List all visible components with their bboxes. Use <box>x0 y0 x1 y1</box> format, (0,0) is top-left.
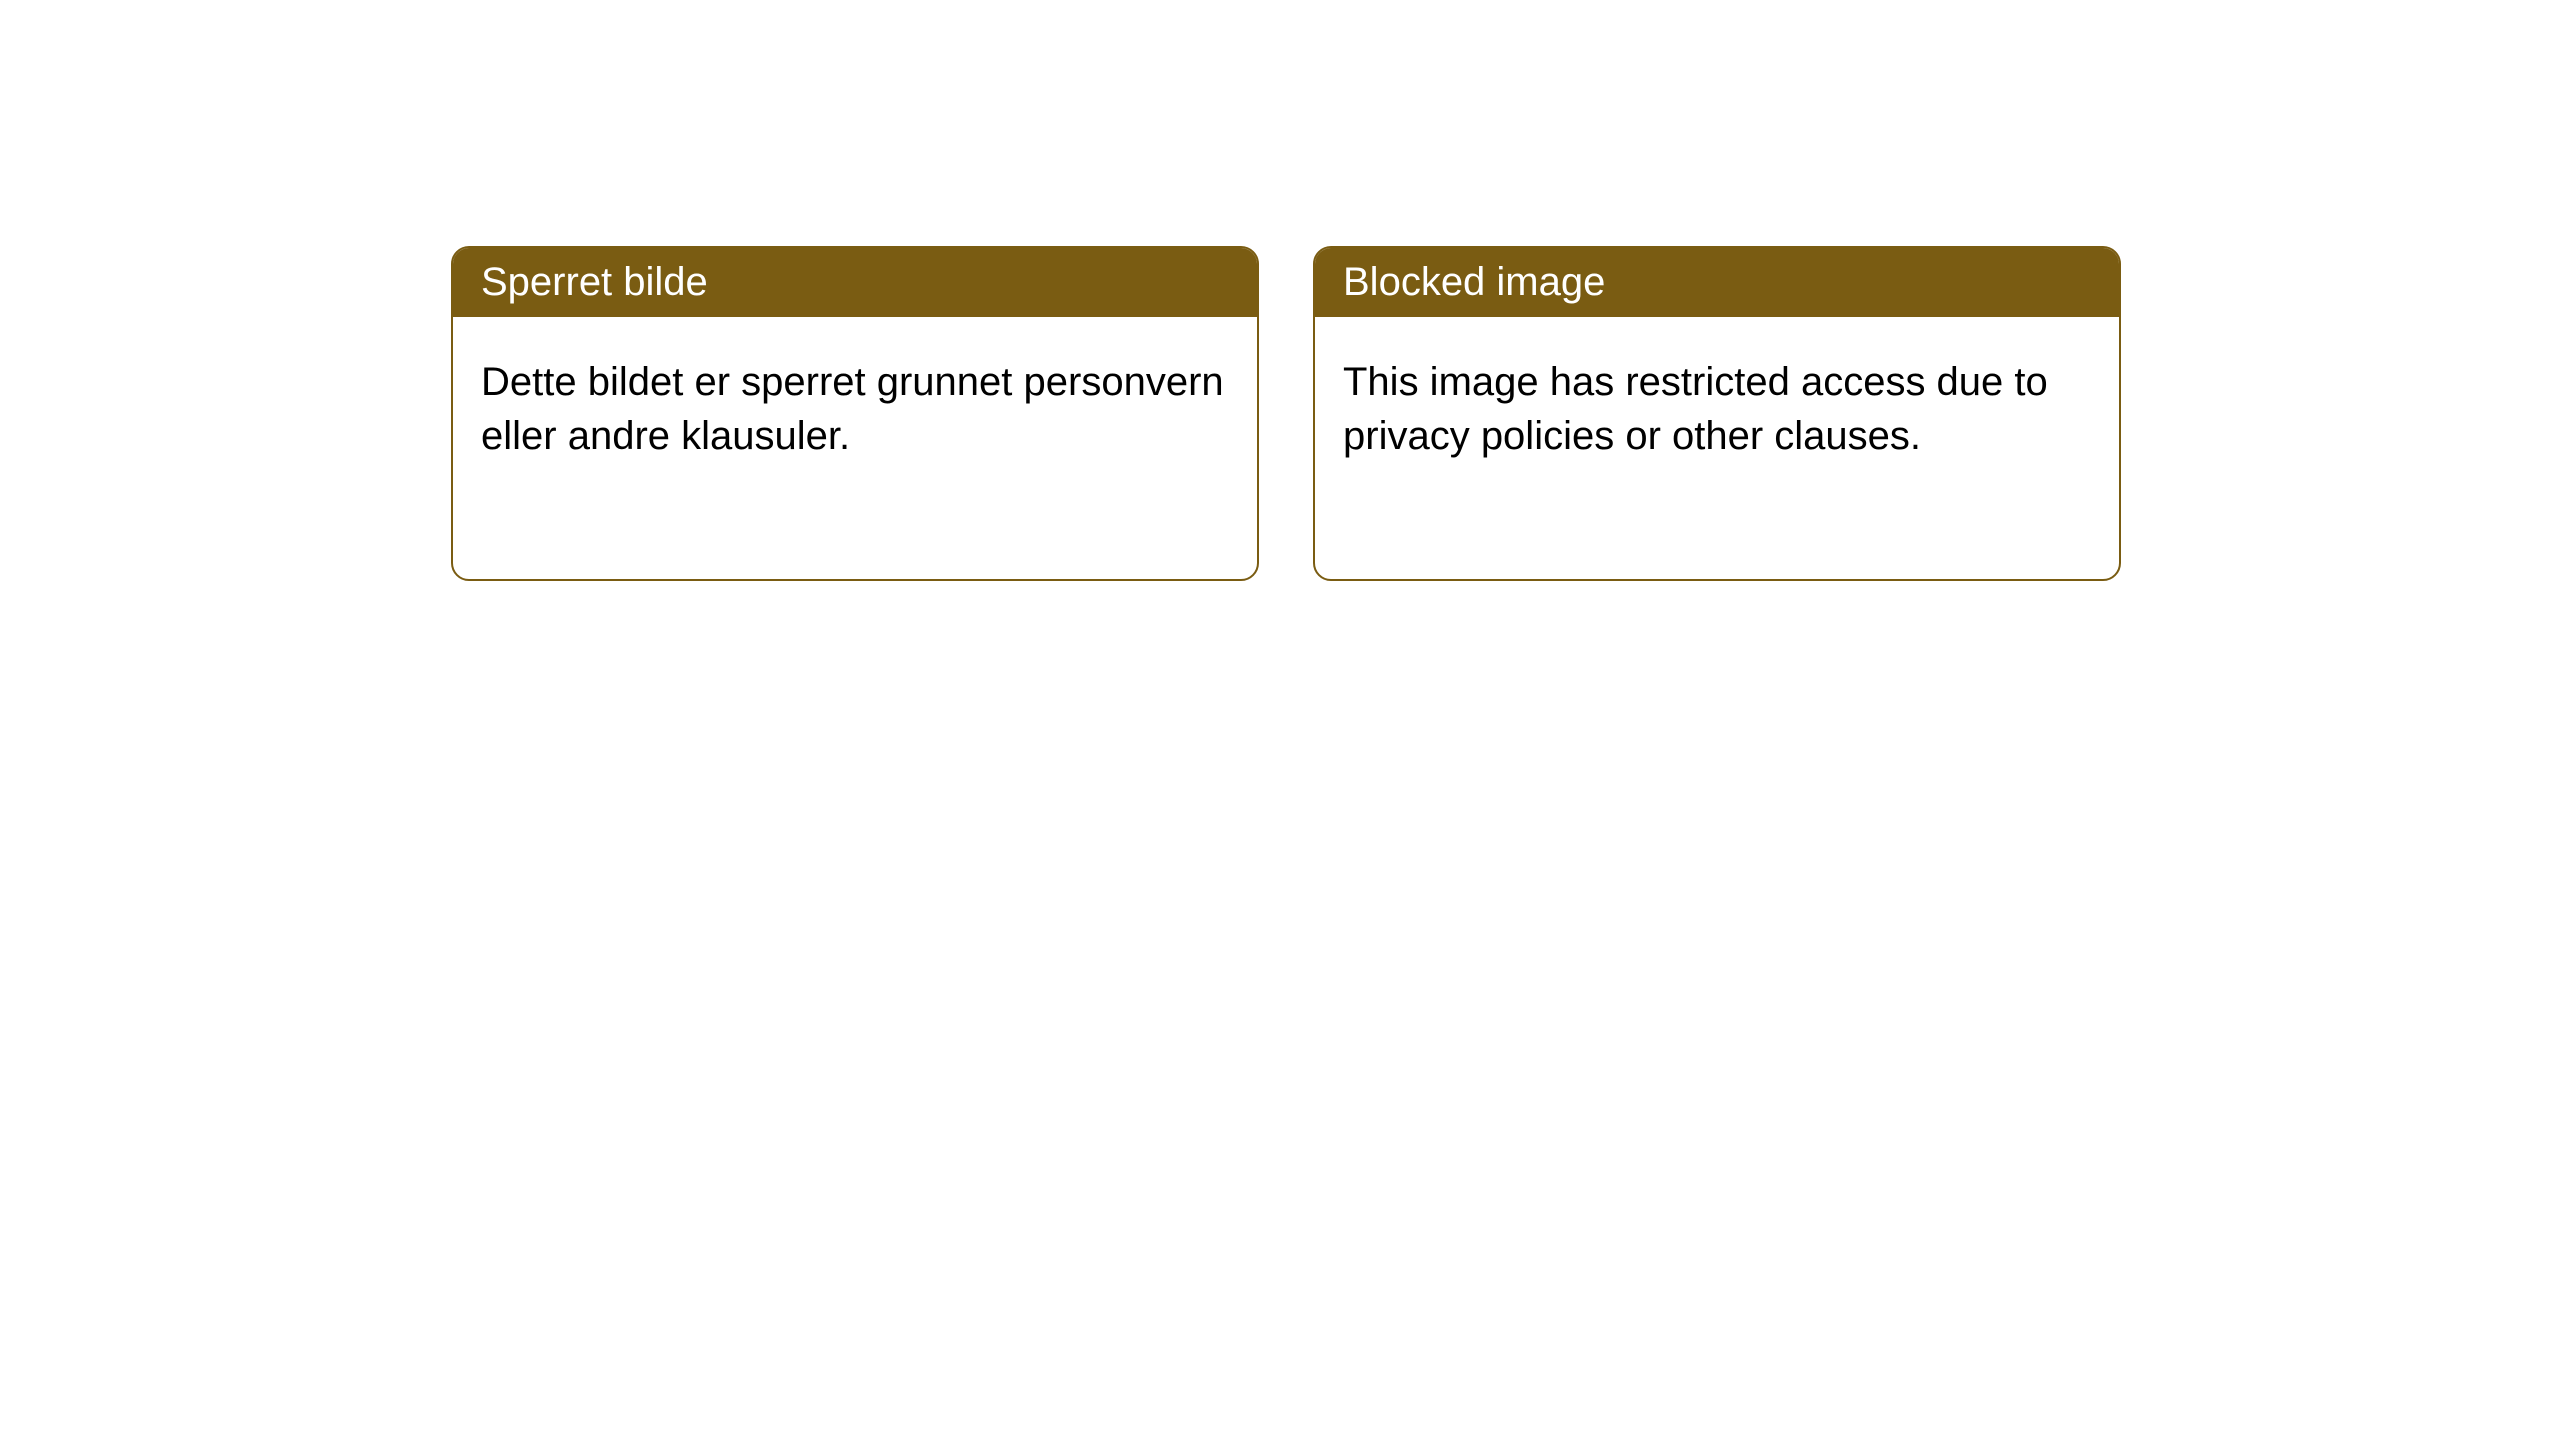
card-body: This image has restricted access due to … <box>1315 317 2119 501</box>
blocked-image-card-norwegian: Sperret bilde Dette bildet er sperret gr… <box>451 246 1259 581</box>
card-body: Dette bildet er sperret grunnet personve… <box>453 317 1257 501</box>
card-header: Sperret bilde <box>453 248 1257 317</box>
card-header: Blocked image <box>1315 248 2119 317</box>
cards-container: Sperret bilde Dette bildet er sperret gr… <box>0 0 2560 581</box>
blocked-image-card-english: Blocked image This image has restricted … <box>1313 246 2121 581</box>
